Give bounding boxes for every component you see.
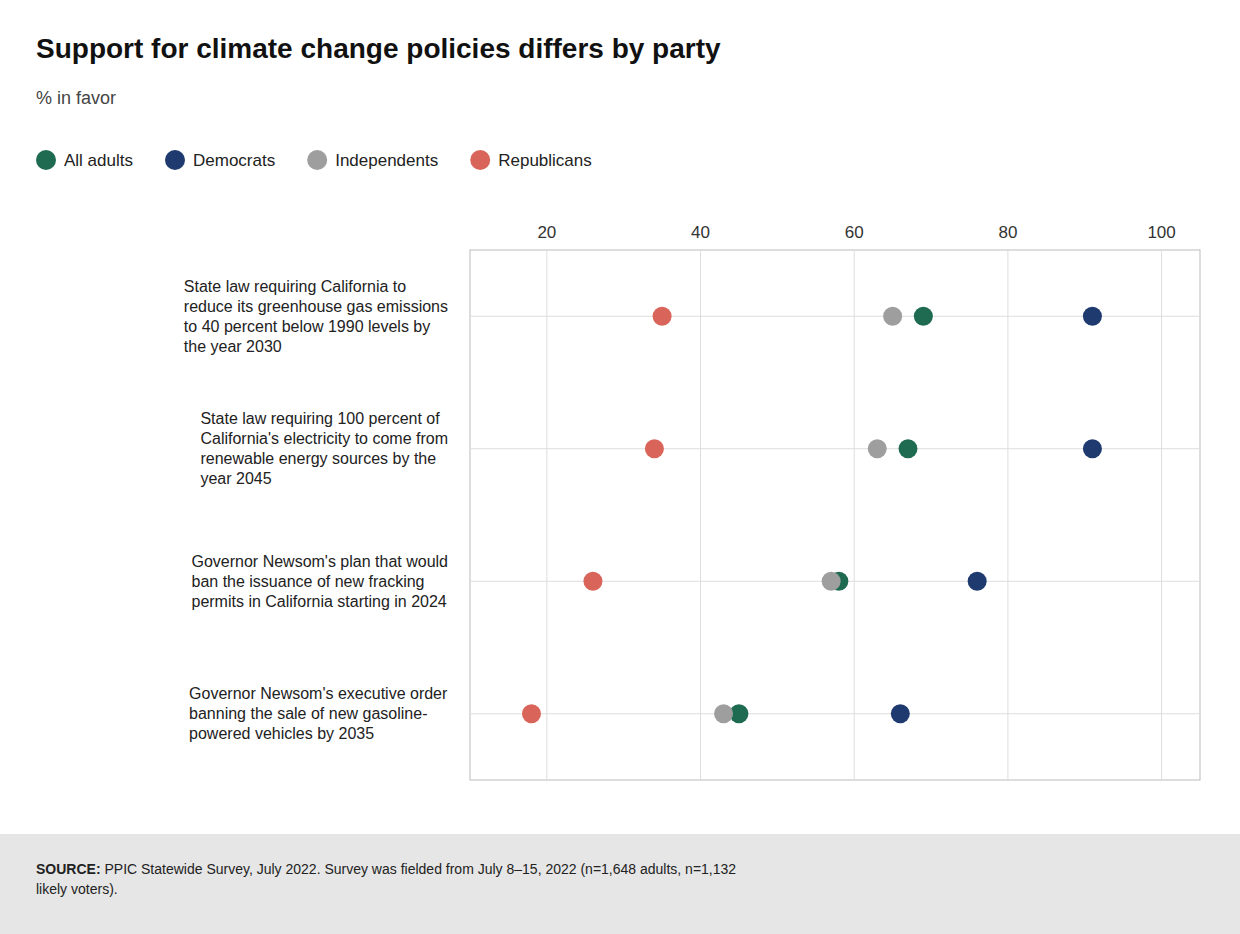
series xyxy=(729,307,932,724)
plot-frame xyxy=(470,250,1200,780)
legend-label: Democrats xyxy=(193,151,275,170)
dot xyxy=(714,704,733,723)
category-label: Governor Newsom's plan that wouldban the… xyxy=(191,553,448,610)
dot xyxy=(883,307,902,326)
dot xyxy=(914,307,933,326)
tick-label: 60 xyxy=(845,223,864,242)
series xyxy=(891,307,1102,724)
dots xyxy=(522,307,1102,724)
grid-line xyxy=(1161,250,1162,780)
dot xyxy=(645,439,664,458)
grid-line xyxy=(700,250,701,780)
dot xyxy=(522,704,541,723)
title: Support for climate change policies diff… xyxy=(36,33,721,64)
grid-line xyxy=(546,250,547,780)
legend-label: Republicans xyxy=(498,151,592,170)
dot xyxy=(868,439,887,458)
tick-label: 20 xyxy=(537,223,556,242)
legend-swatch xyxy=(36,150,56,170)
legend: All adults Democrats Independents Republica… xyxy=(36,150,592,170)
dot xyxy=(822,572,841,591)
chart: Support for climate change policies diff… xyxy=(0,0,1240,834)
legend-swatch xyxy=(470,150,490,170)
dot xyxy=(1083,307,1102,326)
source-note: SOURCE: xyxy=(36,861,101,877)
legend-label: All adults xyxy=(64,151,133,170)
dot xyxy=(968,572,987,591)
category-label: Governor Newsom's executive orderbanning… xyxy=(189,685,448,742)
grid-line xyxy=(1007,250,1008,780)
legend-swatch xyxy=(165,150,185,170)
dot xyxy=(1083,439,1102,458)
footer: SOURCE: PPIC Statewide Survey, July 2022… xyxy=(0,834,1240,934)
dot xyxy=(653,307,672,326)
legend-label: Independents xyxy=(335,151,438,170)
category-label: State law requiring California toreduce … xyxy=(184,278,448,355)
series xyxy=(714,307,902,724)
category-label: State law requiring 100 percent ofCalifo… xyxy=(200,410,448,487)
grid-line xyxy=(854,250,855,780)
source-note: PPIC Statewide Survey, July 2022. Survey… xyxy=(36,861,736,897)
legend-swatch xyxy=(307,150,327,170)
grid xyxy=(470,250,1200,780)
category-line xyxy=(470,713,1200,714)
series xyxy=(522,307,672,724)
page: {"chart_data": {"type": "dot", "title": … xyxy=(0,0,1240,934)
dot xyxy=(899,439,918,458)
tick-label: 80 xyxy=(998,223,1017,242)
subtitle: % in favor xyxy=(36,88,116,108)
tick-label: 40 xyxy=(691,223,710,242)
dot xyxy=(583,572,602,591)
dot xyxy=(891,704,910,723)
tick-label: 100 xyxy=(1147,223,1175,242)
